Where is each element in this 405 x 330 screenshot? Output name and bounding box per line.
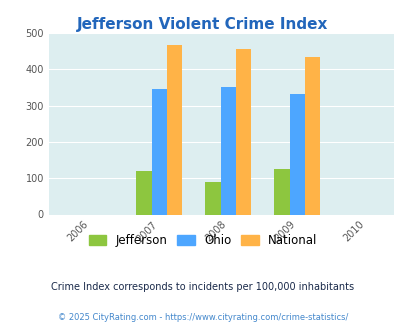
Bar (289, 94, 304, 214)
Bar (151, 88, 166, 214)
Bar (166, 45, 181, 215)
Bar (136, 171, 151, 214)
Text: © 2025 CityRating.com - https://www.cityrating.com/crime-statistics/: © 2025 CityRating.com - https://www.city… (58, 313, 347, 322)
Text: Crime Index corresponds to incidents per 100,000 inhabitants: Crime Index corresponds to incidents per… (51, 282, 354, 292)
Bar (274, 169, 289, 214)
Bar (235, 50, 250, 214)
Bar (205, 182, 220, 214)
Text: Jefferson Violent Crime Index: Jefferson Violent Crime Index (77, 16, 328, 31)
Bar (304, 57, 319, 214)
Legend: Jefferson, Ohio, National: Jefferson, Ohio, National (84, 229, 321, 251)
Bar (220, 87, 235, 214)
